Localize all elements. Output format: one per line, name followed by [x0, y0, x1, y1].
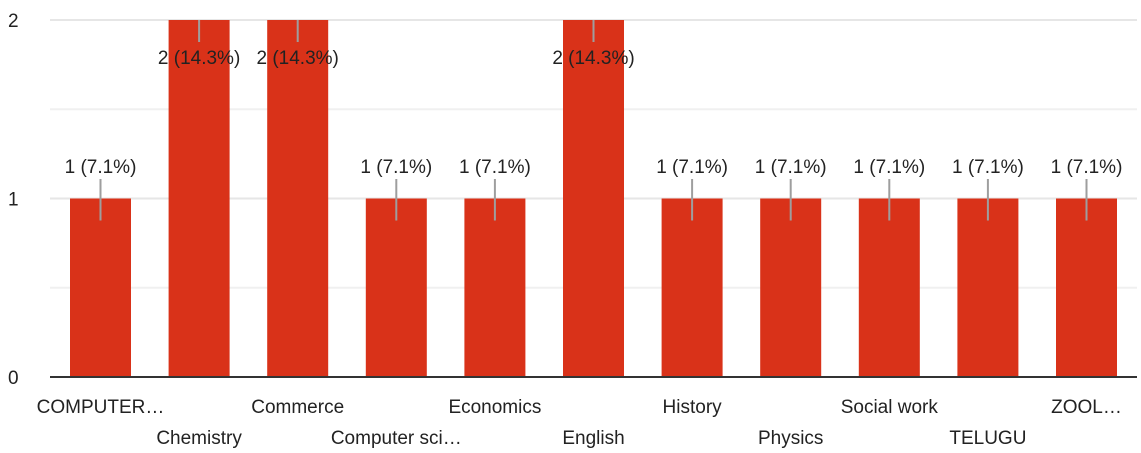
x-category-label: Economics — [448, 397, 541, 418]
data-labels: 1 (7.1%) 2 (14.3%) 2 (14.3%) 1 (7.1%) 1 (7.1… — [65, 20, 1123, 221]
bar — [563, 20, 624, 377]
data-label: 1 (7.1%) — [952, 157, 1024, 178]
data-label: 2 (14.3%) — [158, 48, 240, 69]
x-category-label: Computer sci… — [331, 428, 462, 449]
data-label: 1 (7.1%) — [65, 157, 137, 178]
bar — [957, 198, 1019, 377]
data-label: 2 (14.3%) — [257, 48, 339, 69]
x-category-label: Physics — [758, 428, 823, 449]
x-category-label: Social work — [841, 397, 939, 418]
data-label: 1 (7.1%) — [1051, 157, 1123, 178]
bar — [1056, 198, 1117, 377]
bars — [70, 20, 1117, 377]
data-label: 1 (7.1%) — [755, 157, 827, 178]
bar — [70, 198, 131, 377]
x-category-label: History — [663, 397, 723, 418]
bar — [760, 198, 822, 377]
bar — [858, 198, 920, 377]
x-category-label: ZOOL… — [1051, 397, 1122, 418]
bar — [168, 20, 230, 377]
x-category-label: COMPUTER… — [37, 397, 165, 418]
data-label: 1 (7.1%) — [360, 157, 432, 178]
x-category-label: English — [562, 428, 624, 449]
bar — [464, 198, 526, 377]
data-label: 1 (7.1%) — [459, 157, 531, 178]
y-tick-label: 1 — [8, 190, 19, 211]
x-category-label: Commerce — [251, 397, 344, 418]
y-tick-label: 0 — [8, 368, 19, 389]
x-category-label: Chemistry — [156, 428, 242, 449]
x-axis-categories: COMPUTER… Chemistry Commerce Computer sci… E… — [37, 397, 1122, 449]
bar — [267, 20, 329, 377]
bar — [365, 198, 427, 377]
data-label: 1 (7.1%) — [656, 157, 728, 178]
y-axis-ticks: 0 1 2 — [8, 11, 19, 389]
data-label: 1 (7.1%) — [853, 157, 925, 178]
x-category-label: TELUGU — [949, 428, 1026, 449]
data-label: 2 (14.3%) — [552, 48, 634, 69]
y-tick-label: 2 — [8, 11, 19, 32]
bar — [661, 198, 723, 377]
